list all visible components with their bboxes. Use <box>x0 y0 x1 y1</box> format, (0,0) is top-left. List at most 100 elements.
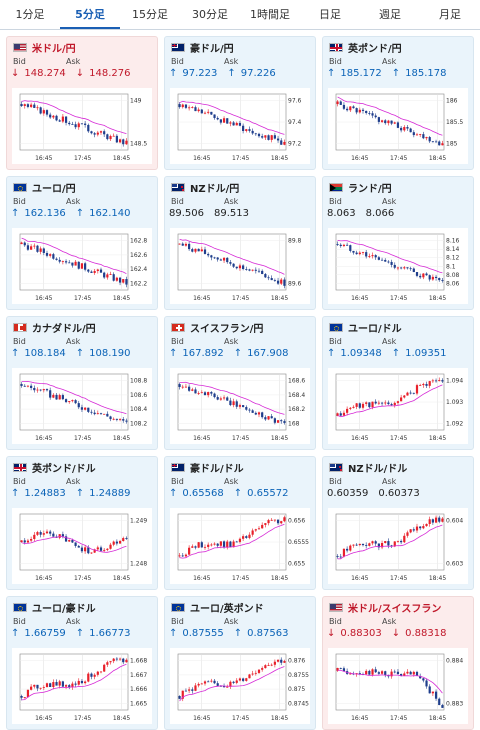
rate-card[interactable]: 豪ドル/円 Bid Ask ↑ 97.223 ↑ 97.226 16:45 17:45 18:45… <box>164 36 316 170</box>
candle <box>216 116 219 121</box>
candle <box>393 401 396 408</box>
candle <box>226 396 229 401</box>
candle <box>99 545 103 552</box>
candle <box>235 399 238 409</box>
candle <box>99 130 103 135</box>
card-header: 豪ドル/円 <box>165 37 315 57</box>
rate-card[interactable]: ユーロ/英ポンド Bid Ask ↑ 0.87555 ↑ 0.87563 16:45 17:45… <box>164 596 316 730</box>
candle <box>358 402 361 409</box>
candlestick-chart[interactable]: 16:45 17:45 18:45 97.6 97.4 97.2 <box>170 88 310 164</box>
rate-card[interactable]: NZドル/円 Bid Ask 89.506 89.513 16:45 17:45 18:45 8… <box>164 176 316 310</box>
ask-value: ↓ 148.276 <box>75 68 131 79</box>
rate-card[interactable]: 米ドル/円 Bid Ask ↓ 148.274 ↓ 148.276 16:45 17:45 18:… <box>6 36 158 170</box>
rate-card[interactable]: ユーロ/豪ドル Bid Ask ↑ 1.66759 ↑ 1.66773 16:45 17:45 1… <box>6 596 158 730</box>
candle <box>77 261 80 270</box>
currency-pair-label[interactable]: ユーロ/豪ドル <box>32 603 96 615</box>
candle <box>261 666 264 672</box>
candle <box>346 546 349 553</box>
x-tick-label: 16:45 <box>351 155 368 162</box>
currency-pair-label[interactable]: 豪ドル/ドル <box>190 463 244 475</box>
rate-card[interactable]: ユーロ/ドル Bid Ask ↑ 1.09348 ↑ 1.09351 16:45 17:45 18… <box>322 316 474 450</box>
currency-pair-label[interactable]: ユーロ/円 <box>32 183 76 195</box>
candle <box>441 277 444 283</box>
currency-pair-label[interactable]: 英ポンド/円 <box>348 43 402 55</box>
candle <box>49 253 52 258</box>
rate-card[interactable]: ユーロ/円 Bid Ask ↑ 162.136 ↑ 162.140 16:45 17:45 18:… <box>6 176 158 310</box>
bid-ask-labels: Bid Ask <box>165 197 315 208</box>
candle <box>188 241 191 251</box>
tab-timeframe-3[interactable]: 30分足 <box>192 8 228 21</box>
currency-pair-label[interactable]: NZドル/ドル <box>348 463 408 475</box>
candlestick-chart[interactable]: 16:45 17:45 18:45 1.249 1.248 <box>12 508 152 584</box>
tab-timeframe-4[interactable]: 1時間足 <box>250 8 290 21</box>
candlestick-chart[interactable]: 16:45 17:45 18:45 1.094 1.093 1.092 <box>328 368 468 444</box>
currency-pair-label[interactable]: NZドル/円 <box>190 183 240 195</box>
currency-pair-label[interactable]: スイスフラン/円 <box>190 323 264 335</box>
x-tick-label: 16:45 <box>35 155 52 162</box>
tab-timeframe-7[interactable]: 月足 <box>439 8 461 21</box>
currency-pair-label[interactable]: 英ポンド/ドル <box>32 463 96 475</box>
currency-pair-label[interactable]: ユーロ/英ポンド <box>190 603 264 615</box>
tab-timeframe-5[interactable]: 日足 <box>319 8 341 21</box>
currency-pair-label[interactable]: 米ドル/スイスフラン <box>348 603 442 615</box>
candle <box>112 272 115 282</box>
candle <box>358 251 361 256</box>
tab-timeframe-6[interactable]: 週足 <box>379 8 401 21</box>
candle <box>412 392 415 395</box>
rate-card[interactable]: 豪ドル/ドル Bid Ask ↑ 0.65568 ↑ 0.65572 16:45 17:45 18… <box>164 456 316 590</box>
currency-pair-label[interactable]: 豪ドル/円 <box>190 43 234 55</box>
y-tick-label: 186 <box>446 98 458 105</box>
rate-card[interactable]: スイスフラン/円 Bid Ask ↑ 167.892 ↑ 167.908 16:45 17:45… <box>164 316 316 450</box>
candle <box>254 132 257 136</box>
candle <box>96 410 99 415</box>
card-header: ユーロ/豪ドル <box>7 597 157 617</box>
eu-flag-icon <box>171 602 185 612</box>
rate-card[interactable]: NZドル/ドル Bid Ask 0.60359 0.60373 16:45 17:45 18:… <box>322 456 474 590</box>
y-tick-label: 148.5 <box>130 140 147 147</box>
candle <box>33 102 36 108</box>
rate-card[interactable]: 英ポンド/円 Bid Ask ↑ 185.172 ↑ 185.178 16:45 17:45 18… <box>322 36 474 170</box>
tab-timeframe-2[interactable]: 15分足 <box>132 8 168 21</box>
currency-pair-label[interactable]: ランド/円 <box>348 183 392 195</box>
candle <box>93 673 96 680</box>
candlestick-chart[interactable]: 16:45 17:45 18:45 0.604 0.603 <box>328 508 468 584</box>
bid-value: 8.063 <box>327 208 356 219</box>
tab-timeframe-0[interactable]: 1分足 <box>15 8 45 21</box>
arrow-down-icon: ↓ <box>391 628 401 639</box>
candle <box>36 387 39 393</box>
candle <box>58 257 61 264</box>
arrow-up-icon: ↑ <box>233 488 243 499</box>
currency-pair-label[interactable]: 米ドル/円 <box>32 43 76 55</box>
chart-frame <box>335 653 445 711</box>
candle <box>39 106 42 115</box>
ch-flag-icon <box>171 322 185 332</box>
candlestick-chart[interactable]: 16:45 17:45 18:45 8.16 8.14 8.12 8.1 8.08 8.06 <box>328 228 468 304</box>
candlestick-chart[interactable]: 16:45 17:45 18:45 186 185.5 185 <box>328 88 468 164</box>
rate-card[interactable]: ランド/円 Bid Ask 8.063 8.066 16:45 17:45 18:45 8.16… <box>322 176 474 310</box>
currency-pair-label[interactable]: カナダドル/円 <box>32 323 96 335</box>
candlestick-chart[interactable]: 16:45 17:45 18:45 1.668 1.667 1.666 1.665 <box>12 648 152 724</box>
candle <box>431 691 434 697</box>
candle <box>118 539 122 544</box>
bid-ask-values: ↑ 0.87555 ↑ 0.87563 <box>165 628 315 643</box>
candlestick-chart[interactable]: 16:45 17:45 18:45 108.8 108.6 108.4 108.2 <box>12 368 152 444</box>
currency-pair-label[interactable]: ユーロ/ドル <box>348 323 402 335</box>
candlestick-chart[interactable]: 16:45 17:45 18:45 149 148.5 <box>12 88 152 164</box>
tab-timeframe-1[interactable]: 5分足 <box>60 0 120 29</box>
candlestick-chart[interactable]: 16:45 17:45 18:45 162.8 162.6 162.4 162.2 <box>12 228 152 304</box>
y-tick-label: 97.4 <box>288 119 302 126</box>
timeframe-tabs: 1分足 5分足 15分足 30分足 1時間足 日足 週足 月足 <box>0 0 480 30</box>
rate-card[interactable]: 米ドル/スイスフラン Bid Ask ↓ 0.88303 ↓ 0.88318 16:45 17:… <box>322 596 474 730</box>
candlestick-chart[interactable]: 16:45 17:45 18:45 0.884 0.883 <box>328 648 468 724</box>
candle <box>55 393 58 400</box>
card-header: NZドル/円 <box>165 177 315 197</box>
candle <box>20 382 23 388</box>
candlestick-chart[interactable]: 16:45 17:45 18:45 89.8 89.6 <box>170 228 310 304</box>
candlestick-chart[interactable]: 16:45 17:45 18:45 0.876 0.8755 0.875 0.8745 <box>170 648 310 724</box>
candlestick-chart[interactable]: 16:45 17:45 18:45 168.6 168.4 168.2 168 <box>170 368 310 444</box>
rate-card[interactable]: カナダドル/円 Bid Ask ↑ 108.184 ↑ 108.190 16:45 17:45 1… <box>6 316 158 450</box>
rate-card[interactable]: 英ポンド/ドル Bid Ask ↑ 1.24883 ↑ 1.24889 16:45 17:45 1… <box>6 456 158 590</box>
candle <box>64 116 68 126</box>
candlestick-chart[interactable]: 16:45 17:45 18:45 0.656 0.6555 0.655 <box>170 508 310 584</box>
x-tick-label: 18:45 <box>113 575 130 582</box>
